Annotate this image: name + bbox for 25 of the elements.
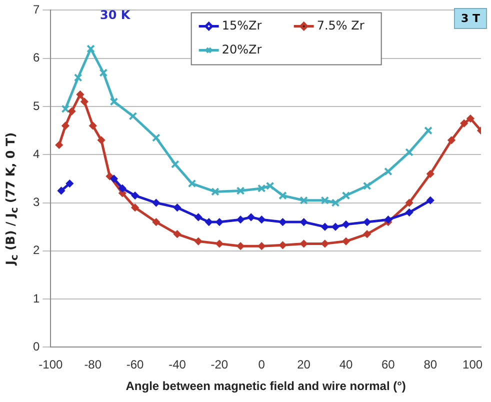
x-tick-label: -40 bbox=[168, 358, 186, 372]
x-axis-title: Angle between magnetic field and wire normal (°) bbox=[126, 379, 406, 394]
x-tick-label: 0 bbox=[258, 358, 266, 372]
x-tick-label: -20 bbox=[210, 358, 228, 372]
y-tick-label: 7 bbox=[32, 2, 40, 17]
x-tick-label: -80 bbox=[84, 358, 102, 372]
x-tick-label: 60 bbox=[382, 358, 396, 372]
legend-label: 20%Zr bbox=[222, 42, 262, 56]
x-tick-label: 20 bbox=[297, 358, 311, 372]
y-tick-label: 5 bbox=[32, 98, 40, 113]
legend-label: 7.5% Zr bbox=[316, 18, 364, 32]
y-tick-label: 6 bbox=[32, 50, 40, 65]
y-tick-label: 3 bbox=[32, 195, 40, 210]
y-tick-label: 2 bbox=[32, 243, 40, 258]
y-tick-label: 0 bbox=[32, 340, 40, 354]
x-tick-label: 80 bbox=[424, 358, 438, 372]
legend-label: 15%Zr bbox=[222, 18, 262, 32]
y-tick-label: 1 bbox=[32, 291, 40, 306]
x-tick-label: 100 bbox=[462, 358, 483, 372]
x-tick-label: -60 bbox=[126, 358, 144, 372]
x-tick-label: 40 bbox=[339, 358, 353, 372]
annotation: 30 K bbox=[100, 8, 130, 22]
x-tick-label: -100 bbox=[38, 358, 63, 372]
annotation: 3 T bbox=[454, 8, 487, 29]
y-tick-label: 4 bbox=[32, 146, 40, 161]
